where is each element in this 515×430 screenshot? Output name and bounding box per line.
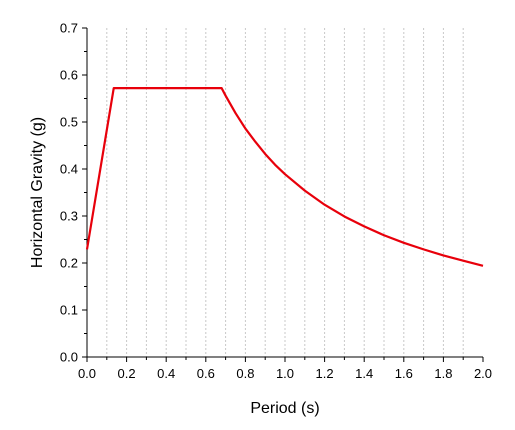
grid-lines — [106, 28, 464, 357]
x-tick-label: 1.0 — [276, 366, 294, 381]
y-tick-label: 0.7 — [60, 21, 78, 36]
x-tick-label: 0.8 — [236, 366, 254, 381]
y-tick-label: 0.5 — [60, 115, 78, 130]
series-line — [85, 87, 484, 267]
y-tick-label: 0.2 — [60, 256, 78, 271]
x-tick-label: 0.0 — [78, 366, 96, 381]
x-tick-label: 1.2 — [316, 366, 334, 381]
x-tick-label: 1.4 — [355, 366, 373, 381]
x-axis-title: Period (s) — [250, 400, 319, 417]
x-tick-label: 0.2 — [118, 366, 136, 381]
y-axis-ticks: 0.0 0.1 0.2 0.3 0.4 0.5 0.6 0.7 — [60, 21, 87, 365]
y-tick-label: 0.4 — [60, 162, 78, 177]
x-tick-label: 2.0 — [474, 366, 492, 381]
series-group — [85, 87, 484, 267]
y-tick-label: 0.0 — [60, 350, 78, 365]
x-tick-label: 0.4 — [157, 366, 175, 381]
x-tick-label: 1.8 — [434, 366, 452, 381]
x-tick-label: 0.6 — [197, 366, 215, 381]
y-tick-label: 0.3 — [60, 209, 78, 224]
x-axis-ticks: 0.0 0.2 0.4 0.6 0.8 1.0 1.2 1.4 1.6 1.8 2.0 — [78, 357, 492, 381]
y-axis-title: Horizontal Gravity (g) — [29, 117, 46, 268]
y-tick-label: 0.6 — [60, 68, 78, 83]
x-tick-label: 1.6 — [395, 366, 413, 381]
y-tick-label: 0.1 — [60, 303, 78, 318]
